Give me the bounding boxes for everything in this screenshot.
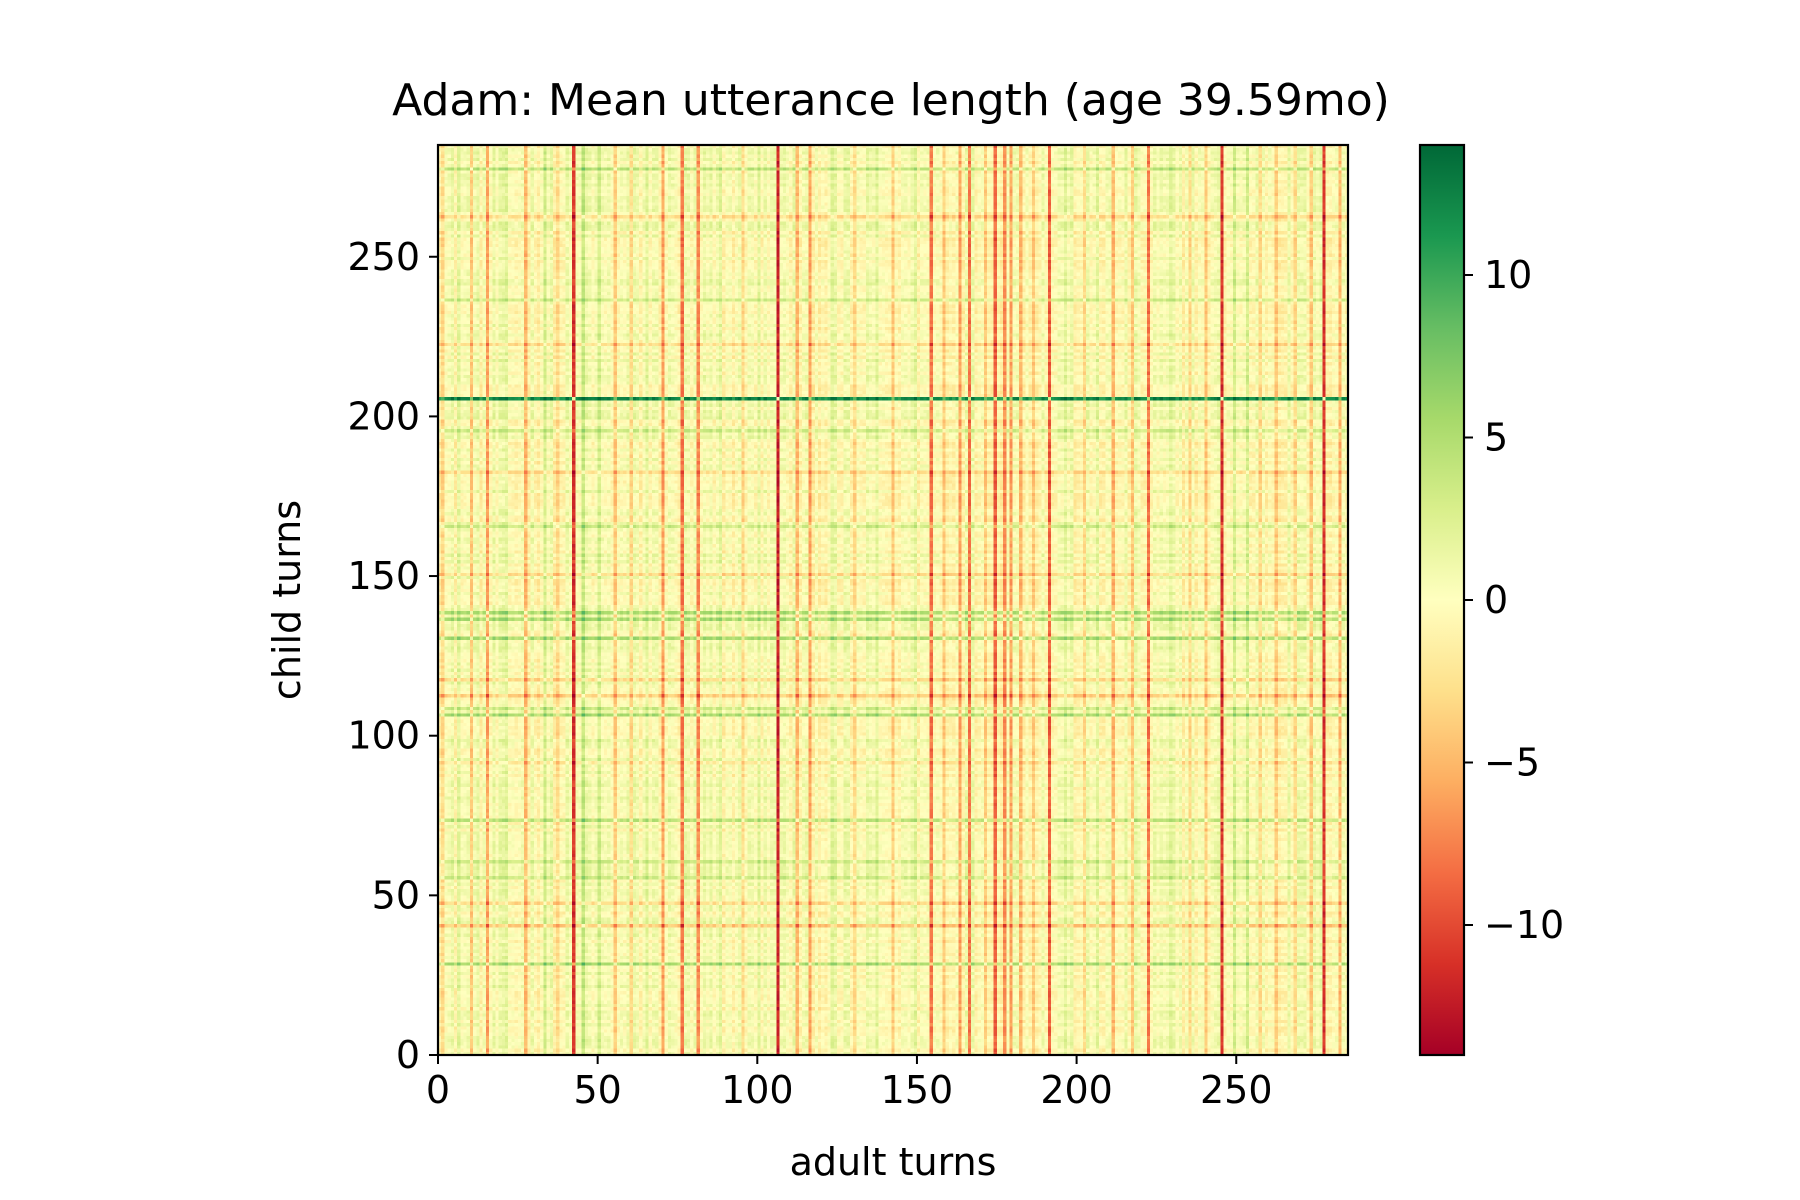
plot-frame [436,143,1350,1057]
heatmap-cells [438,145,1348,1055]
colorbar-ticks: 10 5 0 −5 −10 [1464,253,1564,947]
x-tick-label: 150 [881,1068,954,1112]
chart-title: Adam: Mean utterance length (age 39.59mo… [392,75,1390,126]
y-tick-label: 0 [396,1033,420,1077]
x-tick-label: 100 [721,1068,794,1112]
x-tick-label: 0 [426,1068,450,1112]
heatmap-plot-area [436,143,1350,1057]
colorbar-gradient [1420,145,1464,1055]
x-axis-label: adult turns [790,1140,997,1184]
colorbar-tick-label: −10 [1484,903,1564,947]
colorbar-tick-label: 10 [1484,253,1532,297]
y-tick-label: 100 [347,714,420,758]
colorbar-tick-label: 0 [1484,578,1508,622]
x-tick-label: 50 [573,1068,621,1112]
y-tick-label: 200 [347,394,420,438]
x-tick-label: 200 [1040,1068,1113,1112]
x-tick-label: 250 [1200,1068,1273,1112]
y-axis: 0 50 100 150 200 250 [347,235,438,1077]
y-axis-label: child turns [265,500,309,700]
y-tick-label: 250 [347,235,420,279]
colorbar: 10 5 0 −5 −10 [1418,143,1564,1057]
colorbar-tick-label: 5 [1484,416,1508,460]
y-tick-label: 150 [347,554,420,598]
y-tick-label: 50 [372,873,420,917]
x-axis: 0 50 100 150 200 250 [426,1055,1273,1112]
colorbar-tick-label: −5 [1484,741,1540,785]
